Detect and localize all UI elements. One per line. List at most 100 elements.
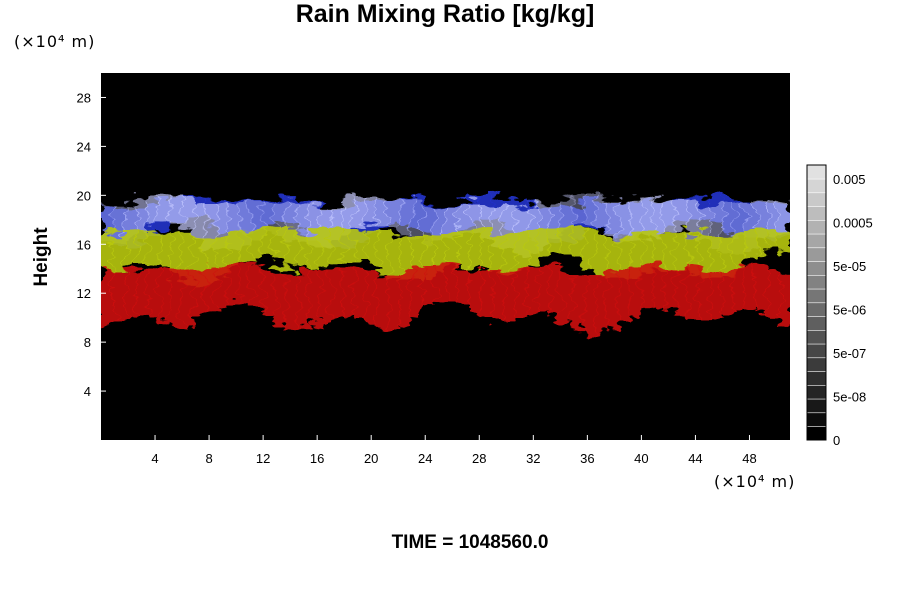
field-cell [124, 201, 137, 238]
x-tick-label: 32 [526, 451, 540, 466]
field-cell [273, 201, 286, 238]
field-cell [319, 269, 332, 319]
field-cell [158, 270, 171, 322]
y-tick-label: 24 [77, 139, 91, 154]
colorbar-swatch [806, 384, 827, 400]
field-cell [250, 228, 263, 259]
field-cell [525, 267, 539, 314]
field-cell [548, 227, 562, 254]
field-cell [365, 196, 378, 223]
field-cell [468, 267, 481, 313]
field-cell [571, 272, 585, 328]
field-cell [617, 270, 631, 322]
colorbar-label: 0.0005 [833, 216, 873, 231]
field-cell [491, 232, 504, 272]
field-cell [181, 199, 194, 231]
field-cell [261, 201, 275, 237]
y-tick-label: 20 [77, 188, 91, 203]
field-cell [583, 197, 596, 225]
field-cell [583, 231, 596, 267]
colorbar-swatch [806, 219, 827, 235]
field-cell [227, 232, 240, 270]
field-cell [273, 230, 286, 263]
field-cell [342, 199, 355, 234]
x-tick-label: 36 [580, 451, 594, 466]
field-cell [571, 228, 585, 259]
field-cell [342, 268, 355, 317]
field-cell [353, 197, 367, 227]
field-cell [284, 202, 298, 241]
x-axis-unit: (×10⁴ m) [714, 472, 796, 491]
field-cell [698, 234, 711, 277]
field-cell [112, 269, 125, 321]
field-cell [675, 267, 688, 314]
field-cell [411, 268, 424, 317]
field-cell [365, 230, 378, 264]
colorbar-swatch [806, 233, 827, 249]
colorbar-swatch [806, 192, 827, 207]
field-cell [640, 265, 654, 308]
x-tick-label: 24 [418, 451, 432, 466]
field-cell [514, 268, 527, 318]
field-cell [640, 233, 654, 273]
field-cell [124, 231, 137, 266]
x-tick-label: 20 [364, 451, 378, 466]
field-cell [434, 264, 447, 304]
colorbar-swatch [806, 260, 827, 276]
colorbar-swatch [806, 357, 827, 372]
colorbar-swatch [806, 343, 827, 359]
field-cell [273, 270, 286, 323]
colorbar-swatch [806, 288, 827, 304]
field-cell [124, 268, 137, 317]
x-tick-label: 8 [205, 451, 212, 466]
field-cell [755, 227, 768, 254]
field-cell [778, 198, 790, 231]
field-cell [388, 272, 401, 330]
field-cell [686, 200, 700, 235]
field-cell [388, 198, 401, 228]
field-cell [158, 196, 171, 223]
field-cell [606, 272, 619, 330]
field-cell [571, 197, 585, 226]
field-cell [560, 198, 573, 231]
colorbar-swatch [806, 205, 827, 221]
field-cell [445, 263, 458, 303]
field-cell [169, 234, 183, 275]
field-cell [192, 269, 206, 320]
field-cell [663, 231, 677, 267]
field-cell [135, 199, 148, 232]
field-cell [376, 272, 390, 330]
colorbar-label: 0 [833, 433, 840, 448]
field-cell [514, 232, 527, 271]
field-cell [146, 230, 160, 264]
field-cell [135, 268, 148, 316]
field-cell [468, 230, 481, 265]
time-label: TIME = 1048560.0 [391, 532, 549, 553]
field-cell [617, 236, 631, 282]
y-tick-label: 8 [84, 335, 91, 350]
x-tick-label: 28 [472, 451, 486, 466]
field-cell [629, 202, 642, 241]
rain-field [101, 196, 790, 334]
field-cell [307, 232, 321, 270]
field-cell [457, 200, 470, 237]
field-cell [158, 231, 171, 268]
field-cell [399, 271, 413, 325]
y-tick-label: 16 [77, 237, 91, 252]
field-cell [457, 230, 470, 264]
field-cell [215, 264, 229, 306]
field-cell [330, 229, 344, 261]
y-axis-unit: (×10⁴ m) [14, 32, 96, 51]
field-cell [594, 198, 608, 229]
colorbar-swatch [806, 178, 827, 194]
field-cell [388, 235, 401, 280]
field-cell [227, 263, 240, 302]
field-cell [709, 268, 723, 317]
field-cell [652, 200, 665, 235]
field-cell [652, 265, 665, 307]
x-tick-label: 48 [742, 451, 756, 466]
field-cell [594, 273, 608, 334]
x-tick-label: 12 [256, 451, 270, 466]
field-cell [767, 268, 780, 318]
